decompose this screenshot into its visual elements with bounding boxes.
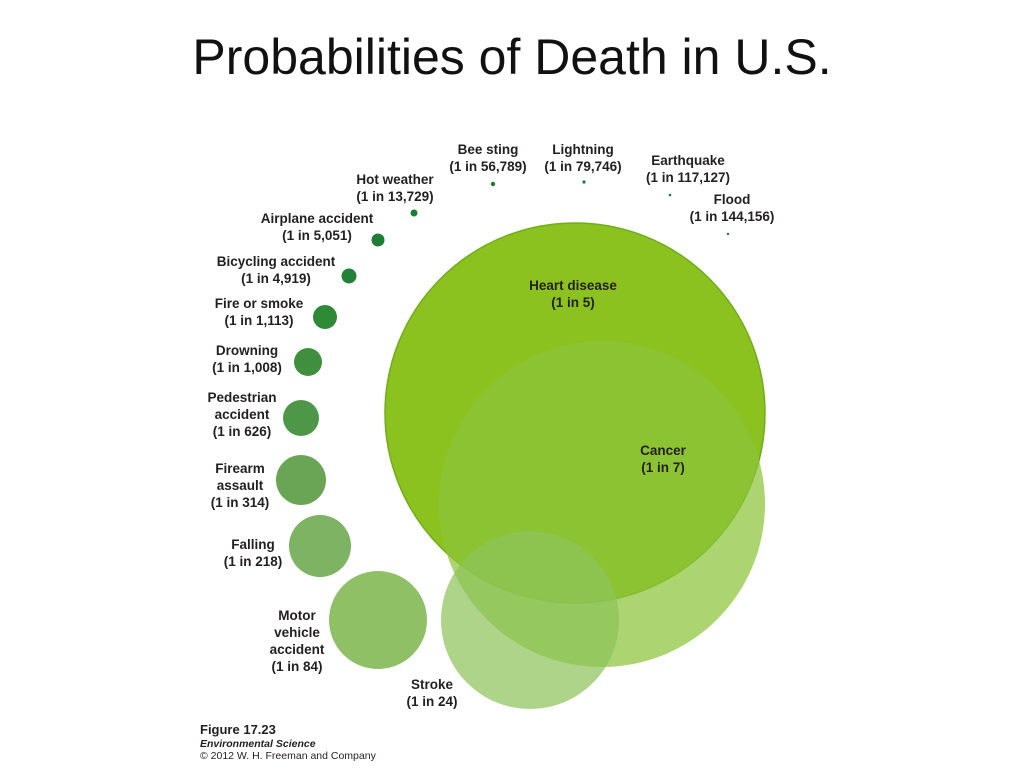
label-line: Flood (714, 192, 751, 207)
label-line: Cancer (640, 443, 687, 458)
slide-title: Probabilities of Death in U.S. (192, 29, 832, 85)
label-lightning: Lightning (1 in 79,746) (544, 142, 621, 174)
label-cancer: Cancer (1 in 7) (640, 443, 687, 475)
label-line: (1 in 79,746) (544, 159, 621, 174)
label-line: (1 in 24) (406, 694, 457, 709)
label-firearm-assault: Firearm assault (1 in 314) (211, 461, 270, 510)
label-hot-weather: Hot weather (1 in 13,729) (356, 172, 434, 204)
label-line: (1 in 626) (213, 424, 272, 439)
bubble-falling (289, 515, 351, 577)
label-line: (1 in 5,051) (282, 228, 352, 243)
label-line: Stroke (411, 677, 454, 692)
label-line: Bee sting (458, 142, 519, 157)
bubble-lightning (582, 180, 586, 184)
label-airplane-accident: Airplane accident (1 in 5,051) (261, 211, 374, 243)
label-motor-vehicle-accident: Motor vehicle accident (1 in 84) (270, 608, 325, 674)
label-line: (1 in 218) (224, 554, 283, 569)
label-falling: Falling (1 in 218) (224, 537, 283, 569)
label-heart-disease: Heart disease (1 in 5) (529, 278, 617, 310)
label-line: (1 in 13,729) (356, 189, 433, 204)
bubble-airplane-accident (371, 233, 385, 247)
label-earthquake: Earthquake (1 in 117,127) (646, 153, 730, 185)
bubble-motor-vehicle-accident (329, 571, 427, 669)
label-fire-or-smoke: Fire or smoke (1 in 1,113) (215, 296, 304, 328)
label-line: accident (215, 407, 270, 422)
label-line: (1 in 84) (271, 659, 322, 674)
label-line: Pedestrian (207, 390, 276, 405)
label-line: assault (217, 478, 264, 493)
label-bee-sting: Bee sting (1 in 56,789) (449, 142, 526, 174)
label-line: Motor (278, 608, 316, 623)
label-line: Bicycling accident (217, 254, 336, 269)
bubble-fire-or-smoke (313, 305, 337, 329)
label-line: Firearm (215, 461, 265, 476)
label-bicycling-accident: Bicycling accident (1 in 4,919) (217, 254, 336, 286)
label-line: Earthquake (651, 153, 725, 168)
label-line: Falling (231, 537, 275, 552)
bubble-pedestrian-accident (283, 400, 319, 436)
label-drowning: Drowning (1 in 1,008) (212, 343, 282, 375)
label-line: (1 in 56,789) (449, 159, 526, 174)
bubble-hot-weather (410, 209, 418, 217)
label-line: (1 in 1,008) (212, 360, 282, 375)
label-line: (1 in 4,919) (241, 271, 311, 286)
label-line: Fire or smoke (215, 296, 304, 311)
label-line: (1 in 5) (551, 295, 595, 310)
label-line: vehicle (274, 625, 320, 640)
label-line: Lightning (552, 142, 613, 157)
label-line: Airplane accident (261, 211, 374, 226)
bubble-bee-sting (490, 181, 496, 187)
bubble-flood (726, 232, 730, 236)
label-line: (1 in 314) (211, 495, 270, 510)
label-line: Hot weather (356, 172, 434, 187)
figure-caption: Figure 17.23 Environmental Science © 201… (200, 722, 376, 763)
label-line: Drowning (216, 343, 278, 358)
label-line: Heart disease (529, 278, 617, 293)
label-line: (1 in 7) (641, 460, 685, 475)
label-line: accident (270, 642, 325, 657)
book-title: Environmental Science (200, 737, 316, 750)
bubble-bicycling-accident (341, 268, 357, 284)
bubble-drowning (294, 348, 322, 376)
label-flood: Flood (1 in 144,156) (690, 192, 775, 224)
figure-number: Figure 17.23 (200, 722, 276, 737)
bubble-stroke (441, 531, 619, 709)
bubble-firearm-assault (276, 455, 326, 505)
copyright-notice: © 2012 W. H. Freeman and Company (200, 750, 376, 763)
label-line: (1 in 144,156) (690, 209, 775, 224)
label-stroke: Stroke (1 in 24) (406, 677, 457, 709)
label-line: (1 in 117,127) (646, 170, 730, 185)
label-line: (1 in 1,113) (224, 313, 293, 328)
bubble-earthquake (668, 193, 672, 197)
label-pedestrian-accident: Pedestrian accident (1 in 626) (207, 390, 276, 439)
